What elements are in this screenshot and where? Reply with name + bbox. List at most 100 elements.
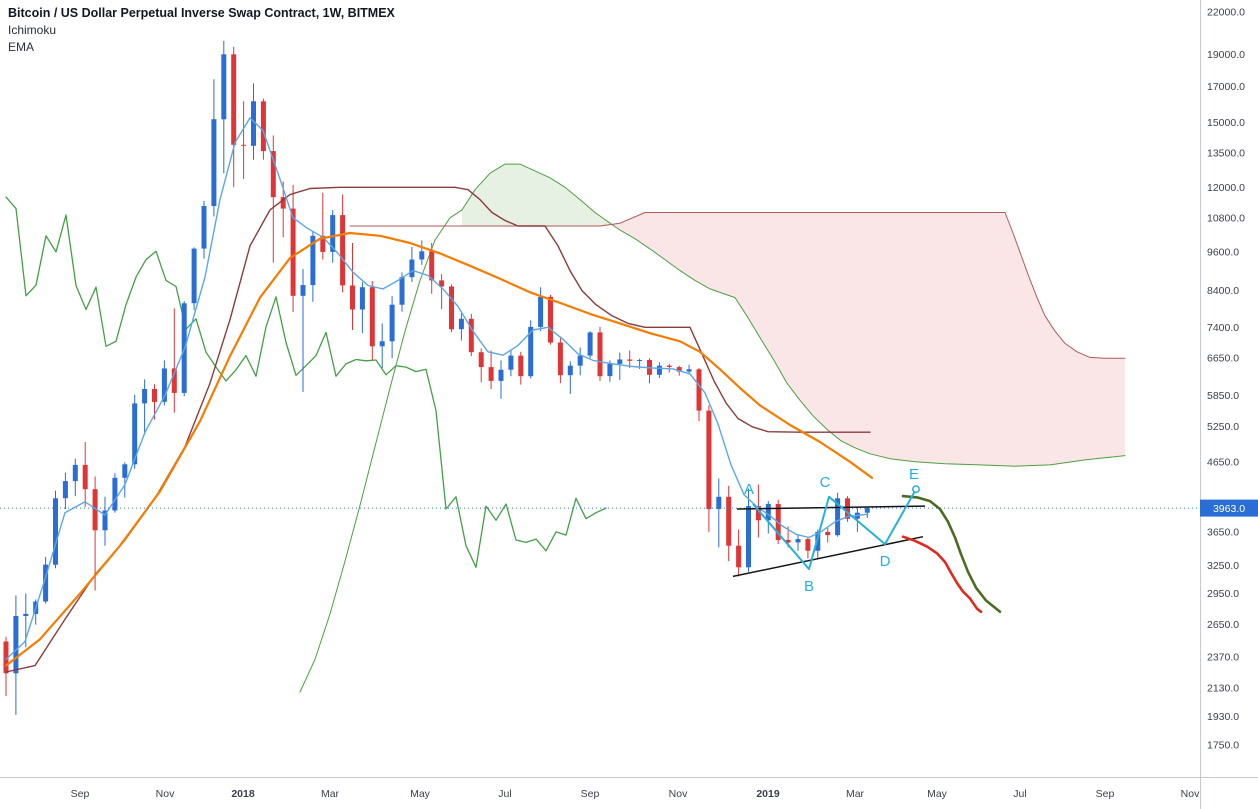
price-axis-label: 5250.0 [1207,421,1239,433]
candle-up [300,285,306,296]
price-axis-bg [1200,0,1258,809]
candle-down [290,208,296,296]
candle-down [429,251,435,281]
candle-down [350,285,355,310]
elliott-wave-zigzag[interactable] [752,488,917,571]
candle-up [498,369,504,381]
candle-up [567,365,573,376]
trendline-lower[interactable] [732,535,924,578]
candle-up [577,355,583,366]
candle-down [439,280,445,287]
candle-up [379,341,385,347]
candle-down [152,389,157,402]
candle-down [231,54,237,145]
candle-down [696,369,702,411]
time-axis-labels: Sep Nov 2018 Mar May Jul Sep Nov 2019 Mar May Jul Se… [71,788,1200,800]
price-axis-label: 22000.0 [1207,6,1245,18]
candle-up [310,235,316,286]
price-axis-label: 17000.0 [1207,81,1245,93]
price-axis-label: 2950.0 [1207,588,1239,600]
candle-up [191,248,197,304]
candle-down [280,197,286,209]
trendline-upper[interactable] [736,505,926,510]
time-axis-label: 2018 [231,788,255,800]
candle-down [736,545,742,568]
candle-up [359,287,365,310]
candle-up [716,496,722,509]
candle-up [251,101,256,146]
candle-down [755,506,761,521]
candle-down [805,539,811,551]
time-axis-label: 2019 [756,788,780,800]
projection-red-curve[interactable] [901,535,983,614]
ema-line [4,231,874,667]
time-axis-label: Sep [1096,788,1115,800]
candle-up [53,498,58,565]
candle-down [171,368,177,393]
candle-down [449,286,454,330]
candle-down [92,489,98,531]
wave-label-A: A [744,481,754,498]
price-axis-label: 2650.0 [1207,619,1239,631]
candle-up [538,296,544,327]
wave-label-C: C [820,474,831,491]
candle-down [241,144,247,146]
candle-down [488,367,494,381]
price-axis[interactable] [1200,0,1258,777]
price-axis-label: 19000.0 [1207,49,1245,61]
time-axis-label: Nov [669,788,688,800]
time-axis[interactable] [0,777,1200,809]
candle-up [221,54,227,120]
candle-up [43,564,49,602]
candle-up [815,531,821,551]
price-axis-label: 8400.0 [1207,285,1239,297]
price-axis-label: 1930.0 [1207,711,1239,723]
projection-green-curve[interactable] [901,494,1002,614]
price-axis-label: 10800.0 [1207,212,1245,224]
candle-up [122,464,128,478]
price-axis-label: 7400.0 [1207,322,1239,334]
time-axis-label: Nov [156,788,175,800]
candle-up [528,326,534,377]
price-axis-label: 5850.0 [1207,390,1239,402]
chikou-line [5,196,607,568]
time-axis-label: Mar [321,788,340,800]
candle-down [825,531,831,536]
price-axis-label: 4650.0 [1207,456,1239,468]
candle-down [706,410,712,510]
candle-down [340,215,346,286]
candle-up [102,510,108,531]
current-price-badge [1200,499,1258,517]
candle-down [557,342,563,376]
current-price-badge-text: 3963.0 [1213,503,1245,515]
time-axis-label: Nov [1181,788,1200,800]
price-axis-label: 3650.0 [1207,526,1239,538]
price-axis-label: 6650.0 [1207,353,1239,365]
tenkan-line [5,117,869,661]
price-axis-label: 15000.0 [1207,117,1245,129]
chart-pane[interactable]: A B C D E [0,40,1200,715]
candle-down [597,332,603,377]
time-axis-label: Jul [1013,788,1026,800]
candle-up [458,318,464,330]
price-axis-label: 2130.0 [1207,682,1239,694]
candle-up [864,508,870,513]
time-axis-label: May [927,788,948,800]
senkou-a-line [299,163,1126,693]
candle-down [478,352,484,368]
kumo-cloud-bullish [462,164,609,226]
time-axis-label: Sep [71,788,90,800]
candle-up [835,498,841,536]
wave-end-marker [912,485,920,494]
price-axis-label: 3250.0 [1207,560,1239,572]
candle-up [211,119,217,206]
candle-down [518,355,524,377]
candle-up [23,613,29,616]
candle-up [409,259,415,278]
candle-up [607,363,613,377]
candle-up [617,359,623,364]
candle-up [399,277,405,305]
candle-up [765,504,771,521]
